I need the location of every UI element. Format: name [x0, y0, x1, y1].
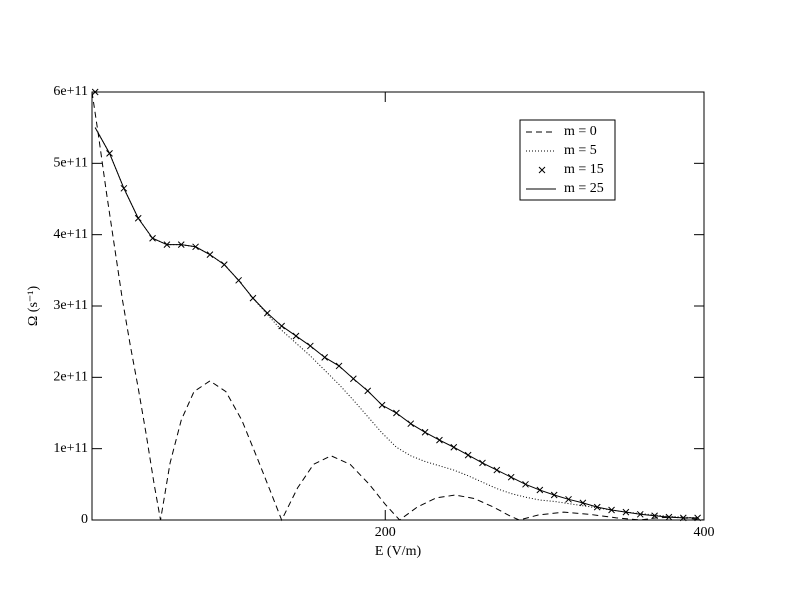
- legend-label: m = 15: [564, 162, 604, 177]
- legend-box: [519, 119, 616, 201]
- y-tick-label: 1e+11: [53, 441, 88, 456]
- x-tick-label: 200: [375, 525, 396, 540]
- x-tick-label: 400: [694, 525, 715, 540]
- series-line: [94, 127, 698, 519]
- y-tick-label: 5e+11: [53, 156, 88, 171]
- y-tick-label: 3e+11: [53, 298, 88, 313]
- legend-label: m = 25: [564, 181, 604, 196]
- series-line: [94, 127, 698, 519]
- x-axis-label: E (V/m): [375, 544, 422, 559]
- y-tick-label: 2e+11: [53, 370, 88, 385]
- legend-label: m = 0: [564, 124, 597, 139]
- y-tick-label: 4e+11: [53, 227, 88, 242]
- marker: [91, 88, 99, 96]
- series-line: [91, 91, 705, 522]
- y-tick-label: 6e+11: [53, 84, 88, 99]
- y-tick-label: 0: [81, 512, 88, 527]
- legend-marker: [538, 166, 546, 174]
- legend-label: m = 5: [564, 143, 597, 158]
- y-axis-label: Ω (s⁻¹): [26, 286, 41, 327]
